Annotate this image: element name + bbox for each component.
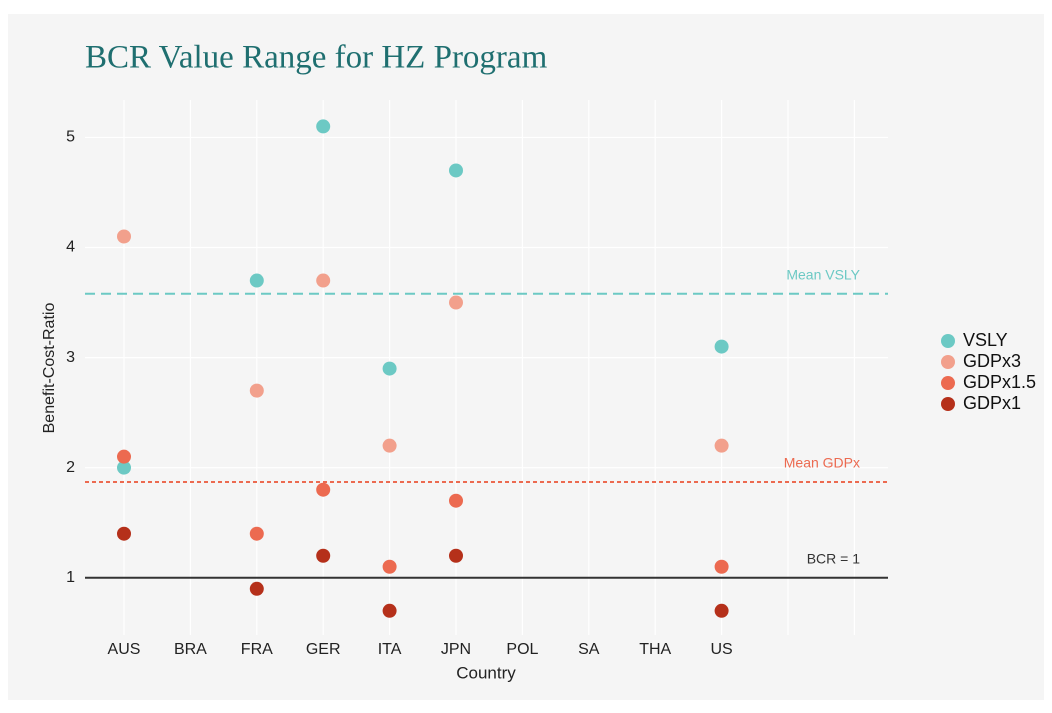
x-tick-label: GER — [306, 641, 341, 658]
point — [249, 383, 264, 398]
y-tick-label: 3 — [66, 349, 75, 366]
legend-swatch — [941, 376, 955, 390]
x-tick-label: BRA — [174, 641, 207, 658]
point — [249, 273, 264, 288]
x-tick-label: SA — [578, 641, 600, 658]
point — [249, 526, 264, 541]
legend-label: GDPx1.5 — [963, 372, 1036, 392]
point — [316, 548, 331, 563]
x-tick-label: FRA — [241, 641, 273, 658]
y-tick-label: 5 — [66, 129, 75, 146]
legend-label: VSLY — [963, 330, 1008, 350]
point — [117, 526, 131, 541]
x-tick-label: THA — [639, 641, 671, 658]
point — [714, 339, 729, 354]
x-tick-label: US — [710, 641, 732, 658]
legend-swatch — [941, 355, 955, 369]
reference-label: Mean VSLY — [786, 266, 860, 282]
point — [449, 548, 463, 563]
x-tick-label: AUS — [108, 641, 141, 658]
chart-title: BCR Value Range for HZ Program — [85, 40, 548, 76]
point — [449, 493, 463, 508]
y-tick-label: 2 — [66, 459, 75, 476]
point — [316, 482, 331, 497]
point — [382, 438, 397, 453]
x-axis-label: Country — [456, 663, 516, 682]
x-tick-label: POL — [506, 641, 538, 658]
y-axis-label: Benefit-Cost-Ratio — [41, 303, 58, 434]
y-tick-label: 1 — [66, 569, 75, 586]
reference-label: BCR = 1 — [807, 550, 861, 566]
point — [714, 559, 729, 574]
x-tick-label: JPN — [441, 641, 471, 658]
point — [316, 119, 331, 134]
point — [449, 163, 463, 178]
legend-swatch — [941, 334, 955, 348]
legend-label: GDPx3 — [963, 351, 1021, 371]
reference-label: Mean GDPx — [784, 455, 860, 471]
point — [382, 603, 397, 618]
point — [117, 449, 131, 464]
point — [449, 295, 463, 310]
y-tick-label: 4 — [66, 239, 75, 256]
point — [382, 559, 397, 574]
point — [714, 603, 729, 618]
point — [249, 581, 264, 596]
point — [714, 438, 729, 453]
legend-swatch — [941, 397, 955, 411]
legend-label: GDPx1 — [963, 393, 1021, 413]
point — [316, 273, 331, 288]
point — [382, 361, 397, 376]
point — [117, 229, 131, 244]
x-tick-label: ITA — [378, 641, 402, 658]
point — [117, 460, 131, 475]
